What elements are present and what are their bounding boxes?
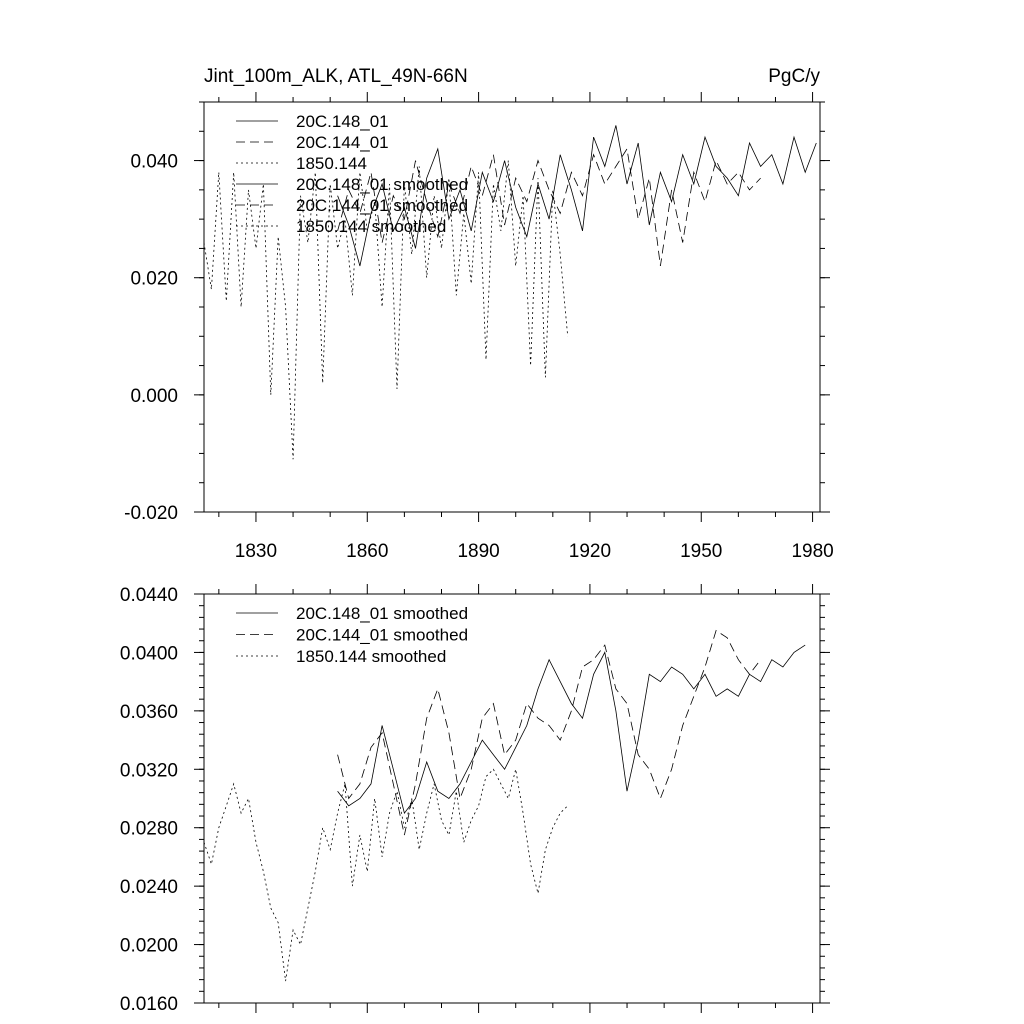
top-legend: 20C.148_01 20C.144_01 1850.144 20C.148_01 s… xyxy=(236,112,468,236)
y-tick-label: -0.020 xyxy=(124,503,178,524)
top-axis-ticks: 1830 1860 1890 1920 1950 1980 -0.020 0.000 0.020… xyxy=(124,92,834,562)
legend-label: 20C.148_01 smoothed xyxy=(296,175,468,194)
y-tick-label: 0.040 xyxy=(130,152,178,173)
x-tick-label: 1830 xyxy=(235,541,277,562)
top-series-lines xyxy=(203,125,817,460)
x-tick-label: 1950 xyxy=(680,541,722,562)
y-tick-label: 0.0320 xyxy=(120,760,178,781)
top-title-left: Jint_100m_ALK, ATL_49N-66N xyxy=(204,66,468,87)
x-tick-label: 1980 xyxy=(791,541,833,562)
y-tick-label: 0.0200 xyxy=(120,936,178,957)
bottom-plot-frame xyxy=(203,593,821,1004)
legend-label: 1850.144 xyxy=(296,154,367,173)
y-tick-label: 0.0280 xyxy=(120,819,178,840)
y-tick-label: 0.0160 xyxy=(120,994,178,1015)
series-line-1 xyxy=(337,629,761,836)
x-tick-label: 1890 xyxy=(457,541,499,562)
y-tick-label: 0.0360 xyxy=(120,702,178,723)
series-line-2 xyxy=(203,768,568,982)
y-tick-label: 0.0440 xyxy=(120,585,178,606)
y-tick-label: 0.0400 xyxy=(120,643,178,664)
legend-label: 20C.148_01 xyxy=(296,112,389,131)
x-tick-label: 1920 xyxy=(569,541,611,562)
series-line-2 xyxy=(203,160,569,460)
bottom-series-lines xyxy=(203,629,806,982)
series-line-0 xyxy=(337,125,817,267)
legend-label: 20C.144_01 smoothed xyxy=(296,626,468,645)
y-tick-label: 0.0240 xyxy=(120,877,178,898)
legend-label: 1850.144 smoothed xyxy=(296,647,446,666)
legend-label: 20C.144_01 smoothed xyxy=(296,196,468,215)
bottom-axis-ticks: 0.0160 0.0200 0.0240 0.0280 0.0320 0.0360 0.04… xyxy=(120,584,830,1015)
bottom-legend: 20C.148_01 smoothed 20C.144_01 smoothed 18… xyxy=(236,604,468,666)
bottom-panel: 0.0160 0.0200 0.0240 0.0280 0.0320 0.0360 0.04… xyxy=(120,584,830,1015)
series-line-0 xyxy=(337,644,806,815)
top-panel: Jint_100m_ALK, ATL_49N-66N PgC/y 1830 186… xyxy=(124,66,834,562)
legend-label: 1850.144 smoothed xyxy=(296,217,446,236)
y-tick-label: 0.000 xyxy=(130,386,178,407)
x-tick-label: 1860 xyxy=(346,541,388,562)
top-title-right: PgC/y xyxy=(768,66,820,87)
y-tick-label: 0.020 xyxy=(130,269,178,290)
legend-label: 20C.148_01 smoothed xyxy=(296,604,468,623)
legend-label: 20C.144_01 xyxy=(296,133,389,152)
